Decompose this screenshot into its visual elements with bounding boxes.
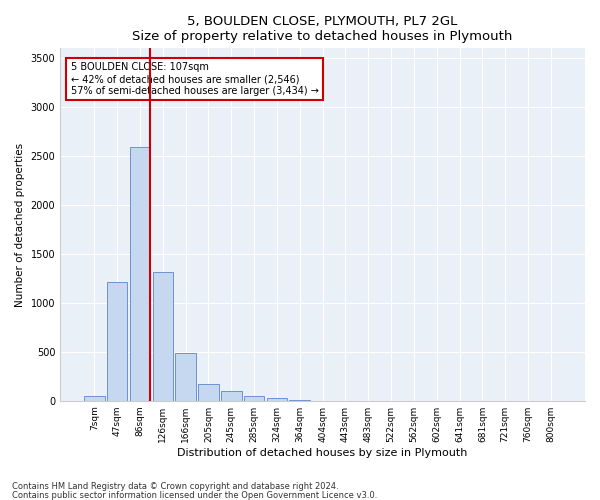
- Y-axis label: Number of detached properties: Number of detached properties: [15, 142, 25, 306]
- X-axis label: Distribution of detached houses by size in Plymouth: Distribution of detached houses by size …: [178, 448, 468, 458]
- Bar: [107, 282, 127, 401]
- Text: 5 BOULDEN CLOSE: 107sqm
← 42% of detached houses are smaller (2,546)
57% of semi: 5 BOULDEN CLOSE: 107sqm ← 42% of detache…: [71, 62, 319, 96]
- Title: 5, BOULDEN CLOSE, PLYMOUTH, PL7 2GL
Size of property relative to detached houses: 5, BOULDEN CLOSE, PLYMOUTH, PL7 2GL Size…: [133, 15, 513, 43]
- Bar: [244, 396, 265, 400]
- Bar: [84, 396, 104, 400]
- Bar: [130, 147, 150, 401]
- Bar: [221, 391, 242, 400]
- Bar: [198, 384, 219, 400]
- Text: Contains public sector information licensed under the Open Government Licence v3: Contains public sector information licen…: [12, 490, 377, 500]
- Text: Contains HM Land Registry data © Crown copyright and database right 2024.: Contains HM Land Registry data © Crown c…: [12, 482, 338, 491]
- Bar: [152, 272, 173, 400]
- Bar: [266, 398, 287, 400]
- Bar: [175, 352, 196, 401]
